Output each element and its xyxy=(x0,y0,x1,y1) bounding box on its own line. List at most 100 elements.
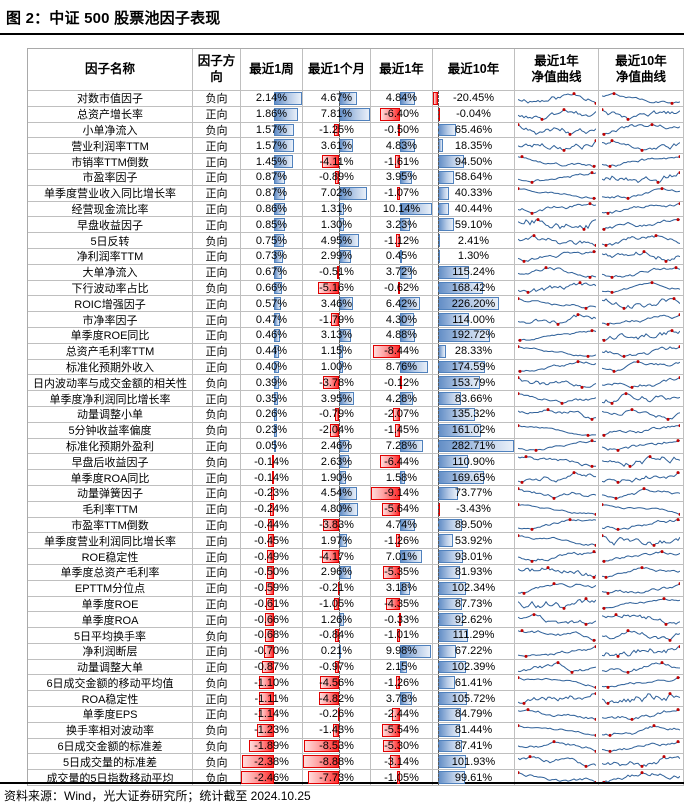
sparkline-10y-cell xyxy=(599,533,684,550)
factor-direction-cell: 正向 xyxy=(193,185,241,202)
nav-curve-line xyxy=(602,329,680,341)
high-point-marker xyxy=(678,155,680,159)
low-point-marker xyxy=(602,559,606,563)
sparkline-10y-chart xyxy=(602,265,680,279)
high-point-marker xyxy=(614,613,618,617)
table-row: 总资产增长率 正向 1.86% 7.81% -6.40% -0.04% xyxy=(28,106,684,123)
high-point-marker xyxy=(590,328,593,332)
high-point-marker xyxy=(572,91,575,95)
low-point-marker xyxy=(664,259,668,263)
sparkline-1y-cell xyxy=(515,422,599,439)
factor-direction-cell: 正向 xyxy=(193,391,241,407)
nav-curve-line xyxy=(602,724,680,736)
factor-return-cell: -0.79% xyxy=(303,406,371,423)
table-row: 毛利率TTM 正向 -0.24% 4.80% -5.64% -3.43% xyxy=(28,501,684,518)
sparkline-1y-chart xyxy=(517,455,596,469)
positive-data-bar xyxy=(273,249,284,263)
bar-axis xyxy=(438,738,440,754)
negative-data-bar xyxy=(334,660,339,674)
sparkline-10y-chart xyxy=(602,407,680,421)
sparkline-1y-chart xyxy=(517,723,596,737)
sparkline-10y-chart xyxy=(602,107,680,121)
high-point-marker xyxy=(602,107,604,111)
negative-data-bar xyxy=(270,502,274,516)
positive-data-bar xyxy=(438,202,450,216)
factor-return-cell: 61.41% xyxy=(433,675,515,692)
table-row: 6日成交金额的移动平均值 负向 -1.10% -4.56% -1.26% 61.41% xyxy=(28,675,684,692)
bar-axis xyxy=(338,454,340,470)
bar-axis xyxy=(338,169,340,185)
sparkline-10y-cell xyxy=(599,375,684,392)
nav-curve-line xyxy=(517,566,596,578)
negative-data-bar xyxy=(248,739,274,753)
nav-curve-line xyxy=(602,282,680,294)
high-point-marker xyxy=(532,613,535,617)
nav-curve-line xyxy=(602,551,680,562)
sparkline-10y-cell xyxy=(599,122,684,139)
factor-return-cell: 102.39% xyxy=(433,659,515,676)
factor-name-cell: 毛利率TTM xyxy=(28,501,193,518)
bar-axis xyxy=(438,549,440,564)
factor-return-cell: 0.44% xyxy=(241,343,303,360)
positive-data-bar xyxy=(399,202,432,216)
nav-curve-line xyxy=(602,235,680,247)
positive-data-bar xyxy=(399,581,410,595)
factor-name-cell: 日内波动率与成交金额的相关性 xyxy=(28,375,193,392)
table-row: 市盈率因子 正向 0.87% -0.89% 3.95% 58.64% xyxy=(28,169,684,186)
table-row: 5分钟收益率偏度 负向 0.23% -2.04% -1.45% 161.02% xyxy=(28,422,684,439)
nav-curve-line xyxy=(517,108,596,120)
factor-name-cell: 单季度ROE同比 xyxy=(28,327,193,344)
nav-curve-line xyxy=(517,440,596,452)
low-point-marker xyxy=(606,212,610,216)
sparkline-1y-cell xyxy=(515,375,599,392)
positive-data-bar xyxy=(399,644,432,658)
high-point-marker xyxy=(678,644,680,648)
factor-direction-cell: 正向 xyxy=(193,312,241,328)
sparkline-10y-cell xyxy=(599,296,684,313)
sparkline-1y-chart xyxy=(517,708,596,721)
nav-curve-line xyxy=(517,598,596,610)
high-point-marker xyxy=(610,139,614,143)
bar-axis xyxy=(438,138,440,154)
bar-axis xyxy=(438,312,440,327)
factor-return-cell: 7.02% xyxy=(303,185,371,202)
factor-name-cell: ROE稳定性 xyxy=(28,549,193,565)
nav-curve-line xyxy=(602,424,680,436)
nav-curve-line xyxy=(517,219,596,231)
sparkline-10y-cell xyxy=(599,138,684,155)
bar-axis xyxy=(438,280,440,296)
high-point-marker xyxy=(660,186,664,190)
low-point-marker xyxy=(678,512,680,516)
sparkline-10y-cell xyxy=(599,754,684,771)
high-point-marker xyxy=(650,123,654,127)
factor-return-cell: 0.66% xyxy=(241,280,303,297)
factor-return-cell: 111.29% xyxy=(433,628,515,644)
factor-return-cell: 0.73% xyxy=(241,248,303,265)
factor-return-cell: 0.23% xyxy=(241,422,303,439)
bar-axis xyxy=(338,612,340,628)
sparkline-10y-chart xyxy=(602,471,680,484)
factor-direction-cell: 正向 xyxy=(193,707,241,723)
factor-return-cell: -0.33% xyxy=(371,612,433,629)
bar-axis xyxy=(438,659,440,675)
factor-return-cell: 0.40% xyxy=(241,359,303,376)
positive-data-bar xyxy=(273,155,293,168)
factor-name-cell: 标准化预期外收入 xyxy=(28,359,193,376)
sparkline-10y-cell xyxy=(599,438,684,455)
factor-name-cell: 标准化预期外盈利 xyxy=(28,438,193,455)
nav-curve-line xyxy=(602,519,680,531)
high-point-marker xyxy=(602,534,604,538)
negative-data-bar xyxy=(241,771,274,785)
sparkline-1y-chart xyxy=(517,629,596,642)
high-point-marker xyxy=(630,407,634,411)
negative-data-bar xyxy=(331,313,339,326)
sparkline-1y-cell xyxy=(515,564,599,581)
nav-curve-line xyxy=(517,503,596,515)
factor-return-cell: -4.56% xyxy=(303,675,371,692)
factor-return-cell: 87.41% xyxy=(433,738,515,755)
nav-curve-line xyxy=(602,535,680,547)
low-point-marker xyxy=(640,765,644,769)
sparkline-10y-chart xyxy=(602,676,680,690)
factor-return-cell: 81.44% xyxy=(433,722,515,739)
factor-return-cell: 168.42% xyxy=(433,280,515,297)
